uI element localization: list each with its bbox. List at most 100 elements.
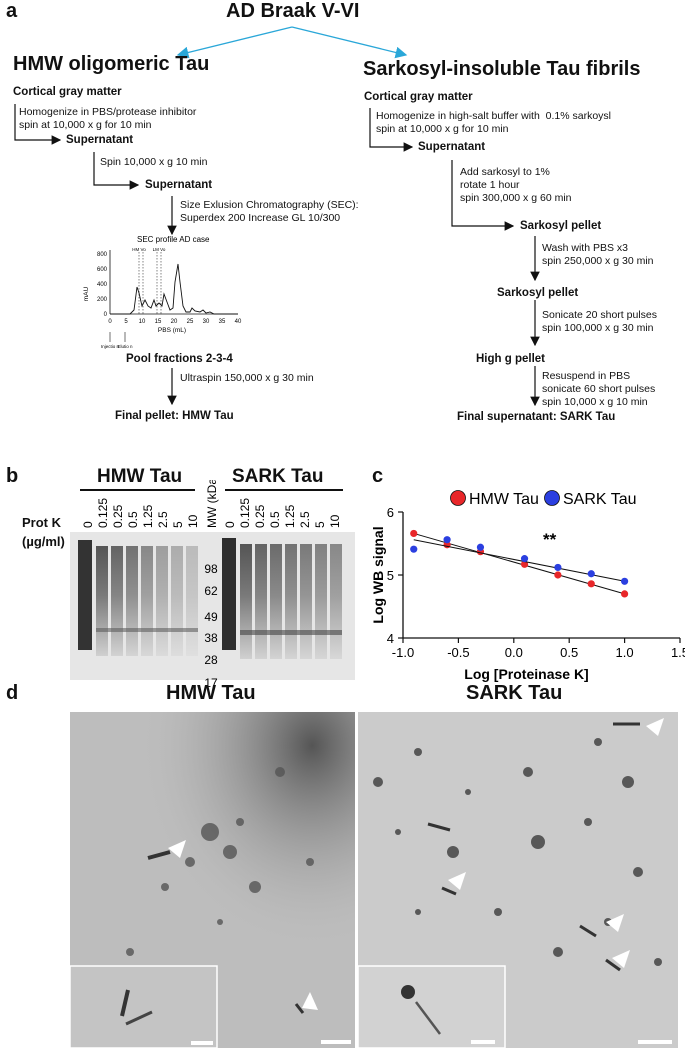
legend-label: SARK Tau <box>563 491 637 508</box>
svg-text:38: 38 <box>204 631 218 645</box>
svg-text:HM Vo: HM Vo <box>132 247 146 252</box>
svg-text:5: 5 <box>171 521 185 528</box>
svg-text:25: 25 <box>187 319 194 325</box>
sec-profile-inset: SEC profile AD case mAU 800 600 400 200 … <box>83 235 242 349</box>
tem-image-sark <box>358 712 678 1048</box>
sark-step4: Sonicate 20 short pulses spin 100,000 x … <box>542 309 657 334</box>
svg-text:0: 0 <box>108 319 112 325</box>
data-point <box>410 545 418 553</box>
y-tick-label: 5 <box>387 568 394 583</box>
tem-image-hmw <box>70 712 355 1048</box>
svg-text:0: 0 <box>104 312 108 318</box>
svg-text:0.5: 0.5 <box>268 511 282 528</box>
hmw-final: Final pellet: HMW Tau <box>115 410 234 422</box>
svg-text:35: 35 <box>219 319 226 325</box>
svg-text:0: 0 <box>81 521 95 528</box>
lane-labels: 0 0.125 0.25 0.5 1.25 2.5 5 10 MW (kDa) … <box>81 480 342 528</box>
svg-text:0.125: 0.125 <box>238 498 252 528</box>
fibril-arrow <box>302 992 318 1010</box>
svg-text:2.5: 2.5 <box>156 511 170 528</box>
svg-text:400: 400 <box>97 282 108 288</box>
sark-step5: Resuspend in PBS sonicate 60 short pulse… <box>542 370 656 408</box>
fibril-arrow <box>646 718 664 736</box>
sark-result3: Sarkosyl pellet <box>497 287 579 299</box>
data-point <box>587 570 595 578</box>
svg-text:10: 10 <box>328 514 342 528</box>
data-point <box>520 555 529 563</box>
svg-text:2.5: 2.5 <box>298 511 312 528</box>
panel-d-letter: d <box>6 682 19 704</box>
data-point <box>621 577 629 585</box>
data-point <box>621 590 629 598</box>
prot-k-unit: (µg/ml) <box>22 534 65 549</box>
legend-swatch <box>544 490 560 506</box>
y-axis-label: Log WB signal <box>370 526 386 623</box>
tem-title-sark: SARK Tau <box>466 682 563 704</box>
data-point <box>554 571 562 579</box>
svg-text:10: 10 <box>139 319 146 325</box>
hmw-start: Cortical gray matter <box>13 86 122 98</box>
hmw-result3: Pool fractions 2-3-4 <box>126 353 233 365</box>
x-tick-label: 1.0 <box>616 645 634 660</box>
blot-group-hmw: HMW Tau <box>97 466 183 487</box>
data-point <box>476 543 485 551</box>
panel-b-letter: b <box>6 465 19 487</box>
svg-text:49: 49 <box>204 610 218 624</box>
proteinase-k-chart: HMW Tau SARK Tau ** 4 5 6 -1.0 -0.5 0.0 0.5 1.0 1… <box>370 490 685 682</box>
split-arrow-left <box>176 26 293 59</box>
sec-inset-ylabel: mAU <box>83 286 90 301</box>
hmw-step1: Homogenize in PBS/protease inhibitor spi… <box>19 106 197 131</box>
svg-text:28: 28 <box>204 653 218 667</box>
data-point <box>443 536 451 544</box>
significance-marker: ** <box>543 530 557 549</box>
svg-text:Injectio n: Injectio n <box>101 344 120 349</box>
svg-text:1.25: 1.25 <box>141 504 155 528</box>
legend-swatch <box>450 490 466 506</box>
inset-zoom <box>70 965 218 1048</box>
fibril-arrow <box>606 914 624 932</box>
panel-c-letter: c <box>372 465 384 487</box>
hmw-step3: Size Exlusion Chromatography (SEC): Supe… <box>180 199 359 224</box>
sark-group-line <box>225 489 343 491</box>
fibril-arrow <box>448 872 466 890</box>
legend-label: HMW Tau <box>469 491 539 508</box>
svg-text:0.25: 0.25 <box>111 504 125 528</box>
sark-step3: Wash with PBS x3 spin 250,000 x g 30 min <box>542 242 654 267</box>
x-tick-label: -1.0 <box>392 645 414 660</box>
prot-k-label: Prot K <box>22 515 61 530</box>
hmw-workflow-title: HMW oligomeric Tau <box>13 53 210 75</box>
panel-a-connectors <box>14 26 540 407</box>
sark-step2: Add sarkosyl to 1% rotate 1 hour spin 30… <box>460 166 572 204</box>
x-axis-label: Log [Proteinase K] <box>464 666 588 682</box>
western-blot: 0 0.125 0.25 0.5 1.25 2.5 5 10 MW (kDa) … <box>70 480 355 690</box>
svg-text:0.25: 0.25 <box>253 504 267 528</box>
data-point <box>520 560 529 568</box>
svg-text:10: 10 <box>186 514 200 528</box>
mw-markers: 98 62 49 38 28 17 <box>204 562 218 690</box>
y-tick-label: 6 <box>387 505 394 520</box>
tem-title-hmw: HMW Tau <box>166 682 256 704</box>
x-tick-label: 0.0 <box>505 645 523 660</box>
inset-zoom <box>358 965 506 1048</box>
svg-text:0.125: 0.125 <box>96 498 110 528</box>
svg-text:LM Vo: LM Vo <box>153 247 166 252</box>
sark-result4: High g pellet <box>476 353 545 365</box>
svg-text:MW (kDa): MW (kDa) <box>205 480 219 528</box>
sark-start: Cortical gray matter <box>364 91 473 103</box>
data-point <box>410 529 418 538</box>
hmw-step4: Ultraspin 150,000 x g 30 min <box>180 372 314 384</box>
sark-result1: Supernatant <box>418 141 486 153</box>
data-point <box>587 580 595 588</box>
sec-inset-xlabel: PBS (mL) <box>158 327 186 334</box>
chart-legend: HMW Tau SARK Tau <box>450 490 637 508</box>
svg-text:30: 30 <box>203 319 210 325</box>
hmw-result1: Supernatant <box>66 134 134 146</box>
sark-result2: Sarkosyl pellet <box>520 220 602 232</box>
sark-workflow-title: Sarkosyl-insoluble Tau fibrils <box>363 58 641 80</box>
sec-inset-title: SEC profile AD case <box>137 235 210 244</box>
hmw-group-line <box>80 489 195 491</box>
fibril-arrow <box>168 840 186 858</box>
panel-a-letter: a <box>6 0 18 22</box>
svg-text:5: 5 <box>124 319 128 325</box>
svg-text:5: 5 <box>313 521 327 528</box>
